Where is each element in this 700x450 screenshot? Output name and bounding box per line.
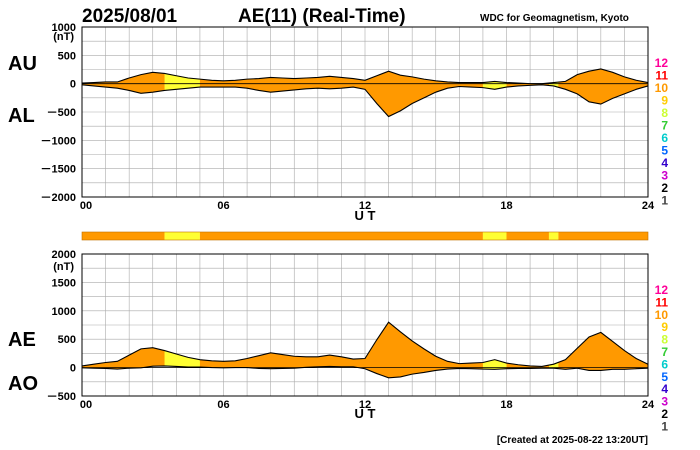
ae-ao-y-tick-label: 2000 (52, 249, 76, 261)
au-al-y-tick-label: 500 (58, 50, 76, 62)
activity-segment (82, 232, 165, 240)
activity-bar-frame (81, 231, 649, 241)
au-al-scale-7: 7 (661, 119, 668, 133)
ae-ao-series-ae (81, 321, 649, 368)
ae-ao-scale-11: 11 (655, 295, 668, 309)
au-al-scale-6: 6 (661, 131, 668, 145)
ae-ao-scale-7: 7 (661, 345, 668, 359)
au-al-y-ticks: 1000 500 0 －500 －1000 －1500 －2000 (41, 22, 76, 204)
ae-ao-scale-6: 6 (661, 357, 668, 371)
au-al-scale-3: 3 (661, 169, 668, 183)
ae-ao-scale-8: 8 (661, 333, 668, 347)
activity-segment (164, 232, 200, 240)
ae-ao-grid (82, 254, 648, 396)
ae-ao-x-tick-label: 12 (359, 399, 371, 411)
au-al-x-label: U T (355, 208, 376, 223)
au-al-y-tick-label: －1500 (41, 164, 76, 176)
au-al-x-tick-label: 00 (80, 200, 92, 212)
ae-ao-scale-2: 2 (661, 407, 668, 421)
au-al-scale-1: 1 (661, 194, 668, 208)
ae-ao-scale-10: 10 (655, 308, 669, 322)
ae-ao-x-tick-label: 06 (217, 399, 229, 411)
ae-ao-fill-yellow (164, 350, 200, 368)
au-al-grid (82, 27, 648, 197)
ae-ao-x-tick-label: 24 (642, 399, 655, 411)
ae-ao-x-tick-label: 18 (500, 399, 512, 411)
ae-ao-y-tick-label: 500 (58, 334, 76, 346)
ae-ao-scale-5: 5 (661, 370, 668, 384)
ae-ao-frame (81, 253, 649, 397)
ae-ao-scale-1: 1 (661, 419, 668, 433)
au-al-series-al (81, 84, 649, 118)
au-al-y-tick-label: 1000 (52, 22, 76, 34)
ae-ao-fill-yellow (482, 359, 507, 370)
au-label: AU (8, 53, 37, 75)
au-al-x-tick-label: 24 (642, 200, 655, 212)
ae-ao-y-unit: (nT) (53, 261, 74, 273)
au-al-scale-2: 2 (661, 181, 668, 195)
ae-ao-scale-3: 3 (661, 395, 668, 409)
ae-ao-fill-yellow (548, 362, 559, 369)
ae-ao-scale-9: 9 (661, 320, 668, 334)
station-activity-bar (81, 231, 649, 241)
au-al-x-ticks: 00 06 12 18 24 (80, 200, 655, 212)
au-al-scale-5: 5 (661, 144, 668, 158)
au-al-fill-yellow (164, 73, 200, 91)
au-al-x-tick-label: 06 (217, 200, 229, 212)
activity-segment (199, 232, 483, 240)
al-label: AL (8, 105, 35, 127)
au-al-frame (81, 26, 649, 198)
ae-ao-scale-12: 12 (655, 283, 669, 297)
au-al-scale-4: 4 (661, 156, 668, 170)
index-title: AE(11) (Real-Time) (238, 6, 406, 27)
source-label: WDC for Geomagnetism, Kyoto (480, 13, 629, 24)
ae-ao-y-tick-label: －500 (47, 391, 76, 403)
au-al-scale-11: 11 (655, 69, 668, 83)
au-al-y-tick-label: －500 (47, 107, 76, 119)
ae-ao-y-tick-label: 1000 (52, 306, 76, 318)
ae-ao-x-ticks: 00 06 12 18 24 (80, 399, 655, 411)
ae-ao-lines (81, 321, 649, 379)
ae-ao-series-ao (81, 365, 649, 379)
au-al-y-tick-label: －1000 (41, 135, 76, 147)
ae-ao-y-tick-label: 1500 (52, 277, 76, 289)
au-al-scale-9: 9 (661, 94, 668, 108)
au-al-x-tick-label: 12 (359, 200, 371, 212)
activity-segment (548, 232, 559, 240)
ao-label: AO (8, 373, 38, 395)
activity-segment (506, 232, 549, 240)
au-al-y-unit: (nT) (53, 31, 74, 43)
au-al-scale-10: 10 (655, 81, 669, 95)
au-al-y-tick-label: 0 (70, 79, 76, 91)
au-al-scale-12: 12 (655, 56, 669, 70)
au-al-lines (81, 68, 649, 118)
activity-segment (482, 232, 507, 240)
au-al-scale-8: 8 (661, 106, 668, 120)
au-al-x-tick-label: 18 (500, 200, 512, 212)
au-al-y-tick-label: －2000 (41, 192, 76, 204)
ae-ao-x-tick-label: 00 (80, 399, 92, 411)
created-stamp: [Created at 2025-08-22 13:20UT] (497, 435, 648, 446)
ae-ao-fill (82, 322, 648, 378)
ae-ao-y-ticks: 2000 1500 1000 500 0 －500 (47, 249, 76, 403)
ae-label: AE (8, 329, 36, 351)
activity-segment (558, 232, 648, 240)
ae-ao-y-tick-label: 0 (70, 363, 76, 375)
au-al-series-au (81, 68, 649, 85)
date-label: 2025/08/01 (82, 6, 178, 27)
ae-ao-x-label: U T (355, 406, 376, 421)
ae-ao-scale-4: 4 (661, 382, 668, 396)
